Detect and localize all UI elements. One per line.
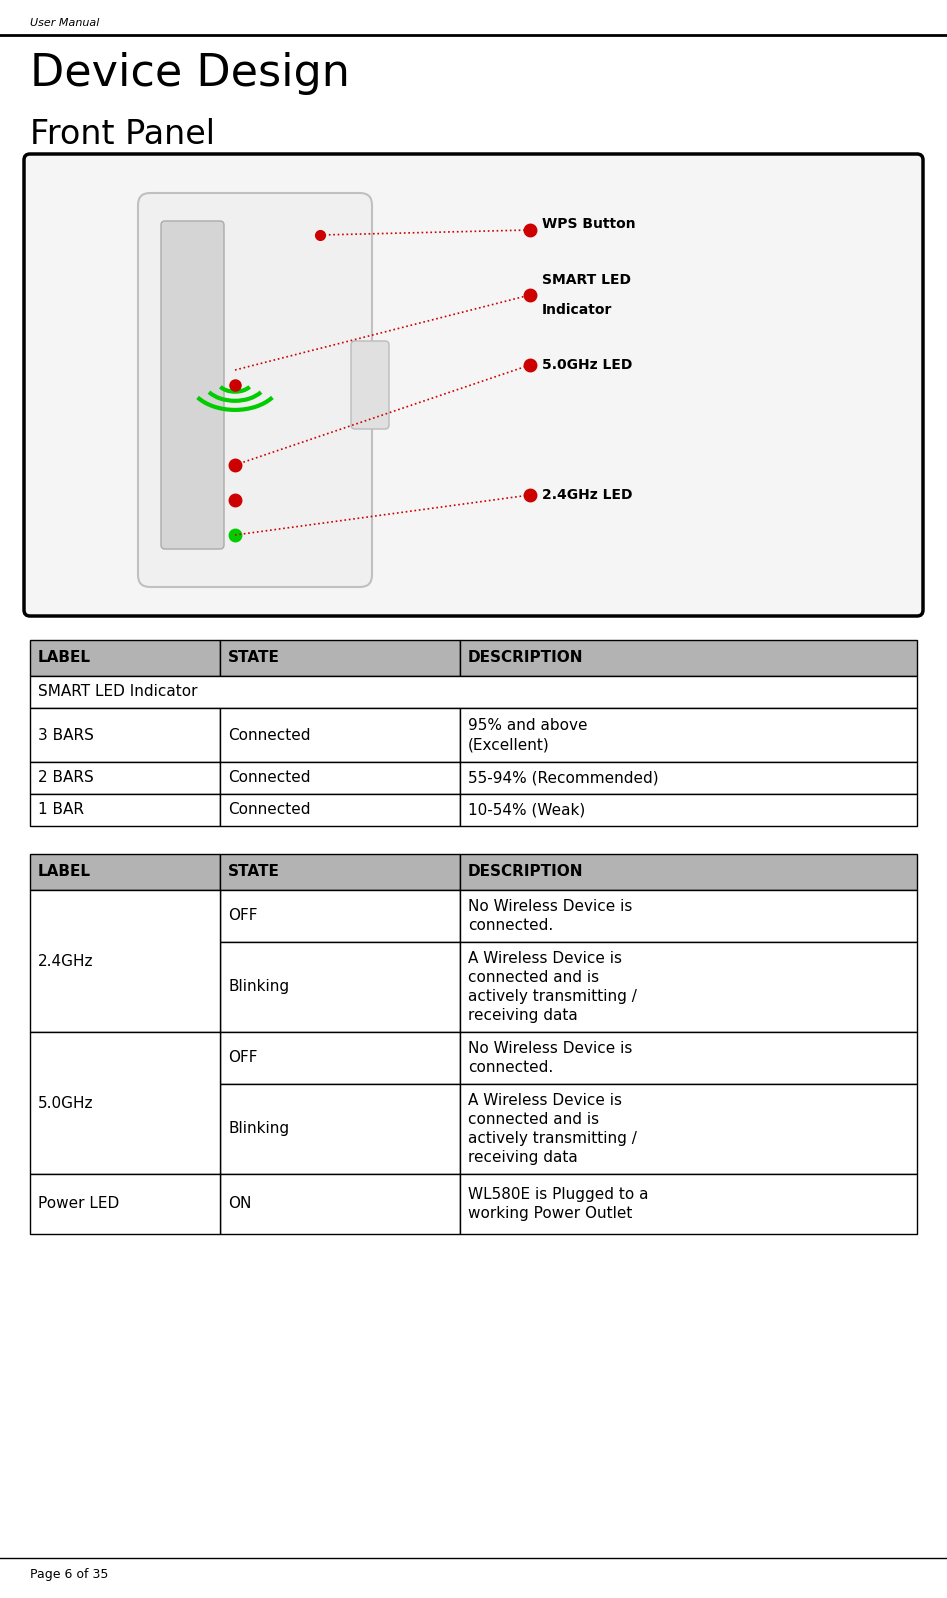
Text: OFF: OFF <box>228 1050 258 1066</box>
Text: 1 BAR: 1 BAR <box>38 802 84 818</box>
Text: 10-54% (Weak): 10-54% (Weak) <box>468 802 585 818</box>
Text: LABEL: LABEL <box>38 650 91 665</box>
Text: A Wireless Device is
connected and is
actively transmitting /
receiving data: A Wireless Device is connected and is ac… <box>468 1093 637 1165</box>
FancyBboxPatch shape <box>161 221 224 550</box>
Text: 5.0GHz LED: 5.0GHz LED <box>542 358 633 372</box>
Text: OFF: OFF <box>228 909 258 924</box>
Text: 2.4GHz LED: 2.4GHz LED <box>542 487 633 502</box>
Text: ON: ON <box>228 1197 251 1211</box>
Text: Connected: Connected <box>228 727 311 743</box>
Bar <box>460 941 917 1032</box>
Bar <box>30 762 220 794</box>
Text: User Manual: User Manual <box>30 18 99 29</box>
Bar <box>220 853 460 890</box>
Text: Blinking: Blinking <box>228 980 289 994</box>
Bar <box>460 762 917 794</box>
Text: A Wireless Device is
connected and is
actively transmitting /
receiving data: A Wireless Device is connected and is ac… <box>468 951 637 1023</box>
Bar <box>220 708 460 762</box>
Bar <box>30 1032 220 1175</box>
Bar <box>460 853 917 890</box>
Text: 2 BARS: 2 BARS <box>38 770 94 786</box>
Text: No Wireless Device is
connected.: No Wireless Device is connected. <box>468 900 633 933</box>
Bar <box>220 641 460 676</box>
FancyBboxPatch shape <box>24 153 923 615</box>
Text: Page 6 of 35: Page 6 of 35 <box>30 1568 108 1580</box>
Bar <box>220 1083 460 1175</box>
Bar <box>460 641 917 676</box>
Text: 5.0GHz: 5.0GHz <box>38 1096 94 1111</box>
Text: 3 BARS: 3 BARS <box>38 727 94 743</box>
Text: SMART LED Indicator: SMART LED Indicator <box>38 684 198 700</box>
FancyBboxPatch shape <box>351 340 389 428</box>
Bar <box>30 794 220 826</box>
Bar <box>30 676 917 708</box>
Bar <box>220 1032 460 1083</box>
Text: Indicator: Indicator <box>542 304 613 316</box>
Bar <box>30 641 220 676</box>
Bar <box>30 708 220 762</box>
Bar <box>460 1032 917 1083</box>
Text: Power LED: Power LED <box>38 1197 119 1211</box>
Text: DESCRIPTION: DESCRIPTION <box>468 865 583 879</box>
Text: Device Design: Device Design <box>30 53 349 94</box>
Text: Front Panel: Front Panel <box>30 118 215 150</box>
Text: 2.4GHz: 2.4GHz <box>38 954 94 968</box>
Text: WPS Button: WPS Button <box>542 217 635 232</box>
Text: Blinking: Blinking <box>228 1122 289 1136</box>
Text: No Wireless Device is
connected.: No Wireless Device is connected. <box>468 1040 633 1075</box>
Bar <box>460 890 917 941</box>
Bar <box>30 853 220 890</box>
Text: Connected: Connected <box>228 802 311 818</box>
Bar <box>460 1175 917 1234</box>
Text: WL580E is Plugged to a
working Power Outlet: WL580E is Plugged to a working Power Out… <box>468 1187 649 1221</box>
Bar <box>30 890 220 1032</box>
Text: STATE: STATE <box>228 865 280 879</box>
Text: 95% and above
(Excellent): 95% and above (Excellent) <box>468 718 587 753</box>
Bar <box>460 708 917 762</box>
FancyBboxPatch shape <box>138 193 372 586</box>
Bar <box>220 890 460 941</box>
Text: SMART LED: SMART LED <box>542 273 631 288</box>
Bar <box>30 1175 220 1234</box>
Bar <box>220 941 460 1032</box>
Text: Connected: Connected <box>228 770 311 786</box>
Bar <box>220 794 460 826</box>
Bar <box>460 1083 917 1175</box>
Bar <box>460 794 917 826</box>
Text: 55-94% (Recommended): 55-94% (Recommended) <box>468 770 658 786</box>
Bar <box>220 1175 460 1234</box>
Text: LABEL: LABEL <box>38 865 91 879</box>
Text: STATE: STATE <box>228 650 280 665</box>
Text: DESCRIPTION: DESCRIPTION <box>468 650 583 665</box>
Bar <box>220 762 460 794</box>
